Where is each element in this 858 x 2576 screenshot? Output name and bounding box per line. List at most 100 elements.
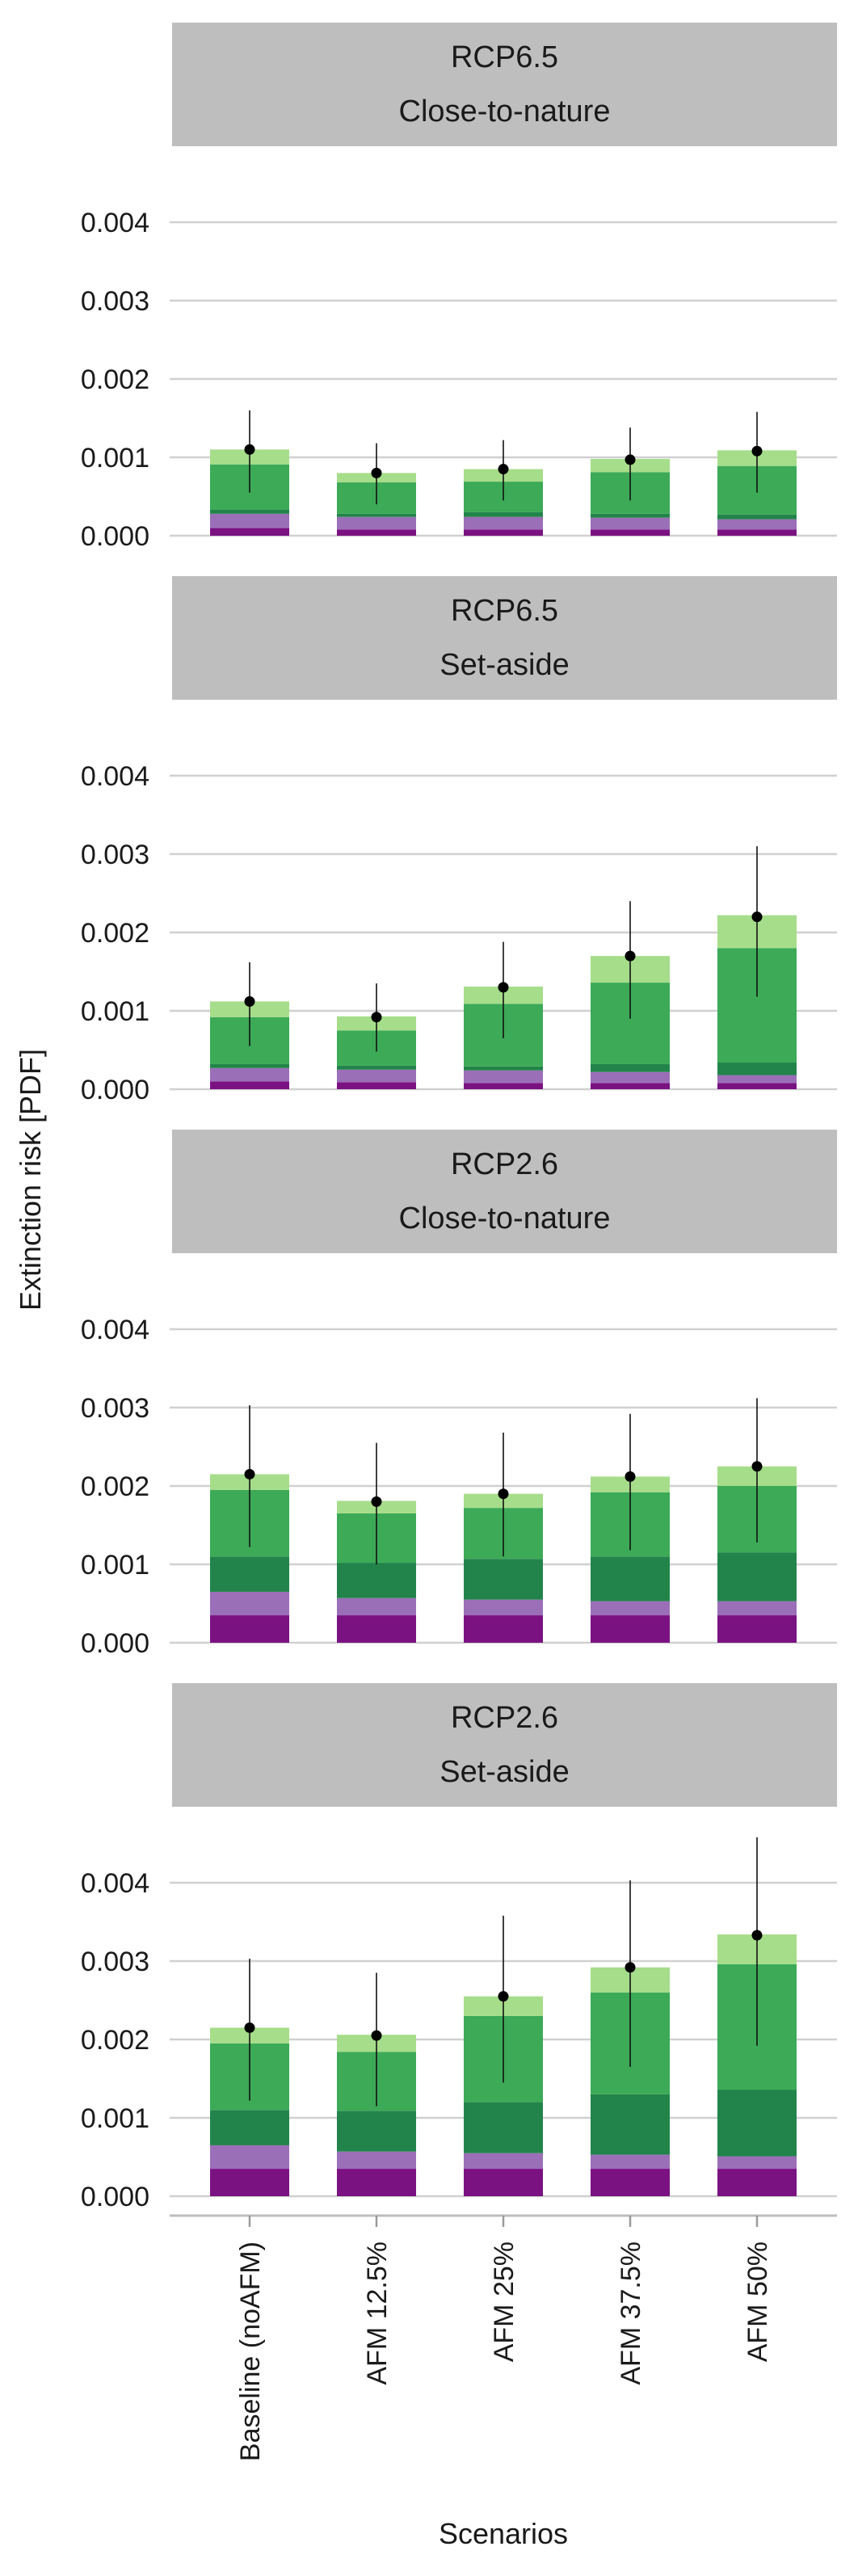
data-point	[751, 445, 763, 457]
bar-segment	[337, 2169, 416, 2196]
bar-segment	[464, 1615, 543, 1643]
panel-3: RCP2.6 Close-to-nature 0.000 0.001 0.002 0.00…	[81, 1130, 837, 1659]
bar-5	[717, 846, 797, 1089]
bar-3	[464, 1433, 543, 1643]
y-tick-label: 0.002	[81, 2025, 149, 2056]
y-tick-label: 0.003	[81, 1947, 149, 1977]
bar-segment	[717, 1075, 797, 1084]
y-tick-label: 0.000	[81, 1628, 149, 1659]
bar-segment	[717, 2090, 797, 2157]
panel-strip	[172, 23, 837, 146]
bar-segment	[210, 2169, 289, 2196]
bar-segment	[717, 1063, 797, 1075]
bar-segment	[717, 2169, 797, 2196]
bar-2	[337, 443, 416, 536]
bar-segment	[210, 1556, 289, 1592]
bar-5	[717, 1398, 797, 1643]
x-axis-title: Scenarios	[439, 2517, 568, 2550]
bar-segment	[717, 1615, 797, 1643]
bar-segment	[591, 1071, 670, 1084]
bar-segment	[591, 1083, 670, 1089]
bar-segment	[210, 2145, 289, 2170]
data-point	[371, 1012, 382, 1023]
y-tick-label: 0.000	[81, 521, 149, 552]
bar-segment	[210, 1081, 289, 1089]
bar-segment	[210, 1063, 289, 1068]
bar-segment	[464, 2153, 543, 2170]
bar-segment	[717, 1083, 797, 1089]
bar-segment	[717, 514, 797, 520]
panel-strip	[172, 576, 837, 700]
bar-1	[210, 1959, 289, 2196]
y-tick-label: 0.004	[81, 208, 149, 238]
bar-segment	[591, 513, 670, 518]
panel-strip-line1: RCP2.6	[451, 1147, 558, 1181]
y-tick-label: 0.000	[81, 1075, 149, 1105]
bar-4	[591, 1413, 670, 1643]
bar-segment	[337, 1069, 416, 1083]
data-point	[371, 467, 382, 478]
data-point	[751, 1930, 763, 1941]
panel-strip-line2: Set-aside	[440, 1755, 570, 1789]
bar-segment	[337, 516, 416, 530]
bar-segment	[210, 1591, 289, 1616]
data-point	[371, 1496, 382, 1507]
bar-1	[210, 1405, 289, 1643]
x-tick-label: AFM 12.5%	[362, 2241, 393, 2385]
bar-segment	[591, 2169, 670, 2196]
bar-segment	[591, 1615, 670, 1643]
data-point	[625, 1471, 636, 1482]
bar-segment	[591, 529, 670, 536]
y-tick-label: 0.001	[81, 2103, 149, 2134]
bar-segment	[337, 1597, 416, 1616]
y-tick-label: 0.004	[81, 1315, 149, 1345]
data-point	[625, 454, 636, 465]
bar-segment	[337, 529, 416, 536]
bar-segment	[210, 1615, 289, 1643]
bar-segment	[591, 1556, 670, 1602]
bar-segment	[717, 1552, 797, 1602]
bar-segment	[337, 513, 416, 517]
data-point	[751, 911, 763, 923]
panel-strip-line2: Close-to-nature	[399, 1202, 611, 1235]
bar-segment	[464, 1083, 543, 1089]
y-axis-title: Extinction risk [PDF]	[14, 1049, 47, 1311]
bar-segment	[464, 1599, 543, 1616]
bar-segment	[717, 529, 797, 536]
panel-strip-line1: RCP6.5	[451, 40, 558, 74]
bar-segment	[337, 2151, 416, 2170]
x-tick-label: AFM 50%	[742, 2241, 773, 2362]
y-tick-label: 0.004	[81, 1868, 149, 1899]
panel-strip	[172, 1130, 837, 1253]
y-tick-label: 0.004	[81, 761, 149, 792]
bar-segment	[591, 1063, 670, 1072]
data-point	[244, 1468, 255, 1480]
panel-strip-line2: Close-to-nature	[399, 95, 611, 128]
bar-segment	[717, 1601, 797, 1616]
bar-segment	[464, 1559, 543, 1600]
panel-2: RCP6.5 Set-aside 0.000 0.001 0.002 0.003 0.004	[81, 576, 837, 1105]
y-tick-label: 0.001	[81, 996, 149, 1027]
x-axis: Baseline (noAFM) AFM 12.5% AFM 25% AFM 37.5…	[170, 2214, 837, 2461]
bar-segment	[210, 528, 289, 536]
y-tick-label: 0.002	[81, 364, 149, 395]
y-tick-label: 0.000	[81, 2182, 149, 2212]
bar-2	[337, 1972, 416, 2196]
bar-segment	[337, 1563, 416, 1598]
data-point	[751, 1461, 763, 1472]
y-tick-label: 0.001	[81, 1550, 149, 1581]
panel-strip-line1: RCP6.5	[451, 594, 558, 628]
bar-3	[464, 1915, 543, 2196]
bar-segment	[337, 1082, 416, 1089]
bar-4	[591, 1880, 670, 2196]
bar-1	[210, 962, 289, 1089]
y-tick-label: 0.003	[81, 1393, 149, 1424]
bar-segment	[464, 511, 543, 517]
bar-1	[210, 410, 289, 536]
x-tick-label: AFM 25%	[489, 2241, 519, 2362]
bar-segment	[717, 2156, 797, 2170]
data-point	[625, 1962, 636, 1973]
bar-5	[717, 411, 797, 536]
panel-strip-line2: Set-aside	[440, 648, 570, 682]
